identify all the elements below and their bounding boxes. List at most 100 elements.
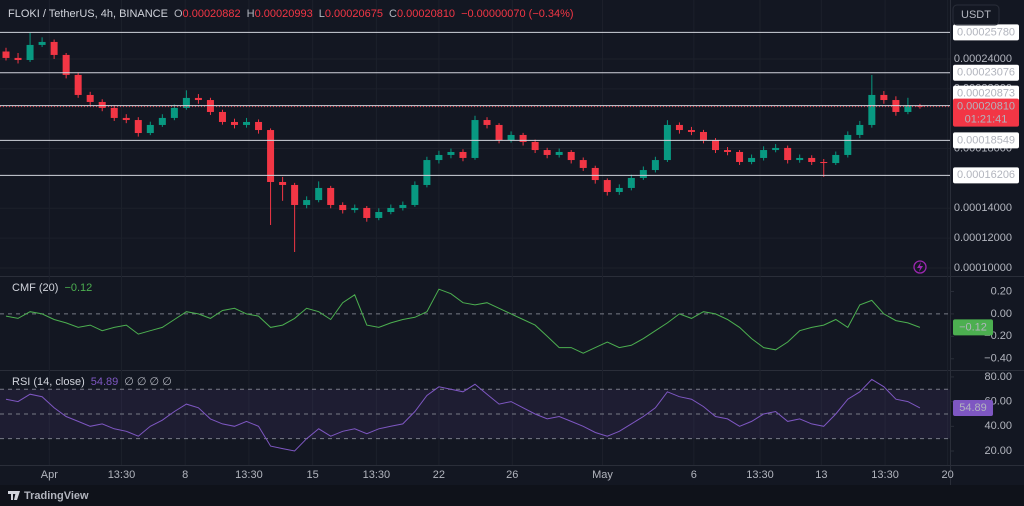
currency[interactable]: USDT — [961, 9, 991, 21]
candle-body — [339, 204, 347, 211]
indicator-value: 54.89 — [91, 376, 119, 388]
x-tick-label: 13:30 — [363, 469, 391, 481]
indicator-value: −0.12 — [64, 282, 92, 294]
candle-body — [675, 124, 683, 131]
level-label: 0.00020873 — [957, 88, 1015, 100]
candle-body — [279, 181, 287, 185]
candle-body — [699, 131, 707, 141]
candle-body — [387, 207, 395, 212]
ohlc-key: L — [319, 8, 325, 20]
current-value-label: 54.89 — [959, 402, 987, 414]
candle-body — [784, 147, 792, 161]
ohlc-value: 0.00020882 — [183, 8, 241, 20]
candle-body — [904, 105, 912, 112]
indicator-name: CMF (20) — [12, 282, 58, 294]
current-value-box — [953, 319, 993, 336]
candle-body — [615, 187, 623, 192]
x-tick-label: 13 — [815, 469, 827, 481]
candle-body — [627, 177, 635, 188]
candle-body — [808, 157, 816, 162]
ohlc-value: 0.00020675 — [325, 8, 383, 20]
candle-body — [146, 124, 154, 134]
candle-body — [50, 41, 58, 55]
candle-body — [796, 157, 804, 161]
alert-icon[interactable] — [913, 260, 927, 274]
candle-body — [375, 211, 383, 218]
candle-body — [832, 154, 840, 164]
level-label: 0.00016206 — [957, 169, 1015, 181]
candle-body — [651, 160, 659, 171]
y-tick-label: 40.00 — [984, 420, 1012, 432]
x-tick-label: Apr — [41, 469, 58, 481]
candle-body — [363, 207, 371, 218]
candle-body — [591, 167, 599, 181]
candle-body — [122, 117, 130, 121]
footer — [0, 485, 1024, 506]
candle-body — [724, 150, 732, 152]
candle-body — [243, 121, 251, 125]
level-label-box — [953, 24, 1019, 41]
y-tick-label: 0.00012000 — [954, 232, 1012, 244]
ohlc-key: C — [389, 8, 397, 20]
indicator-line — [5, 378, 921, 452]
y-tick-label: 20.00 — [984, 445, 1012, 457]
candle-body — [471, 120, 479, 158]
labels: Apr 13:30 8 13:30 15 13:30 22 26 May 6 13:30 13 13:3… — [12, 24, 1019, 481]
candle-body — [134, 120, 142, 134]
candle-body — [820, 161, 828, 164]
candle-body — [110, 107, 118, 118]
candle-body — [495, 124, 503, 141]
x-tick-label: 20 — [941, 469, 953, 481]
x-tick-label: 8 — [182, 469, 188, 481]
candle-body — [98, 101, 106, 108]
candle-body — [351, 207, 359, 211]
symbol: FLOKI / TetherUS, 4h, BINANCE — [8, 8, 168, 20]
currency-button[interactable] — [952, 4, 1000, 26]
y-tick-label: −0.40 — [984, 353, 1012, 365]
candle-body — [603, 180, 611, 192]
candle-body — [194, 97, 202, 101]
candle-body — [267, 130, 275, 182]
y-tick-label: 0.00014000 — [954, 202, 1012, 214]
x-tick-label: 15 — [307, 469, 319, 481]
candle-body — [2, 51, 10, 58]
candle-body — [399, 204, 407, 208]
level-label: 0.00023076 — [957, 67, 1015, 79]
current-price-label: 0.00020810 — [957, 101, 1015, 113]
candle-body — [507, 134, 515, 141]
candle-body — [74, 74, 82, 95]
level-label: 0.00025780 — [957, 26, 1015, 38]
current-price-box — [953, 98, 1019, 127]
x-tick-label: May — [592, 469, 613, 481]
candle-body — [543, 150, 551, 155]
candle-body — [303, 200, 311, 205]
candle-body — [531, 141, 539, 151]
candle-body — [170, 107, 178, 118]
candle-body — [555, 151, 563, 155]
candle-body — [772, 147, 780, 151]
y-tick-label: 80.00 — [984, 371, 1012, 383]
candle-body — [880, 94, 888, 101]
candle-body — [579, 160, 587, 168]
candle-body — [687, 130, 695, 132]
alert-icon-bolt — [917, 262, 923, 272]
candle-body — [868, 94, 876, 125]
ohlc-key: H — [247, 8, 255, 20]
candle-body — [411, 184, 419, 205]
x-tick-label: 26 — [506, 469, 518, 481]
candle-body — [291, 184, 299, 205]
indicator-line — [5, 288, 921, 354]
countdown: 01:21:41 — [965, 114, 1008, 126]
candle-body — [327, 187, 335, 205]
level-label-box — [953, 132, 1019, 149]
x-tick-label: 13:30 — [746, 469, 774, 481]
level-label: 0.00018549 — [957, 134, 1015, 146]
ohlc-key: O — [174, 8, 183, 20]
brand: TradingView — [24, 490, 89, 502]
y-tick-label: 0.20 — [991, 285, 1012, 297]
candle-body — [856, 124, 864, 135]
candle-body — [663, 124, 671, 161]
marks — [0, 31, 950, 452]
candle-body — [255, 121, 263, 131]
